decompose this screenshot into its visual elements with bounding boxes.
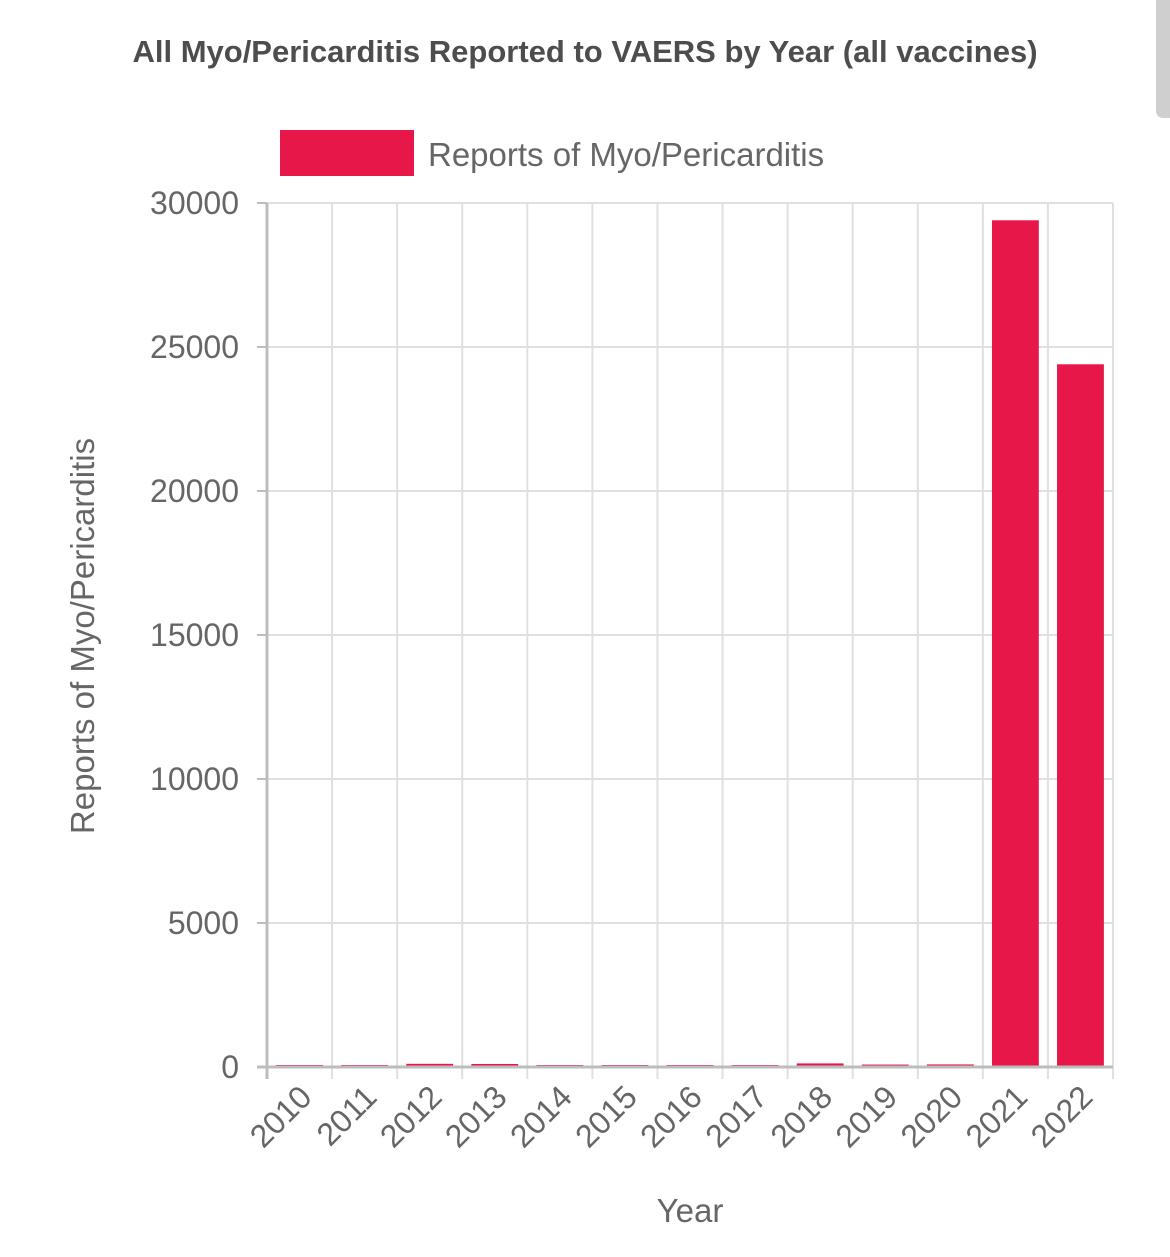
x-tick-label: 2012 xyxy=(373,1078,449,1154)
y-tick-label: 30000 xyxy=(150,185,239,221)
x-tick-label: 2022 xyxy=(1024,1078,1100,1154)
x-tick-label: 2019 xyxy=(828,1078,904,1154)
x-tick-label: 2018 xyxy=(763,1078,839,1154)
x-tick-label: 2014 xyxy=(503,1078,579,1154)
y-axis-ticks: 0 5000 10000 15000 20000 25000 30000 xyxy=(150,185,267,1085)
x-tick-label: 2013 xyxy=(438,1078,514,1154)
legend-swatch xyxy=(280,130,414,176)
bar-2022[interactable] xyxy=(1057,364,1104,1067)
legend-label: Reports of Myo/Pericarditis xyxy=(428,136,824,173)
x-axis-title: Year xyxy=(657,1192,724,1229)
y-tick-label: 10000 xyxy=(150,761,239,797)
y-axis-title: Reports of Myo/Pericarditis xyxy=(64,438,101,834)
axes xyxy=(257,203,1113,1079)
x-tick-label: 2017 xyxy=(698,1078,774,1154)
legend[interactable]: Reports of Myo/Pericarditis xyxy=(280,130,824,176)
x-axis-ticks: 2010201120122013201420152016201720182019… xyxy=(243,1078,1100,1154)
scrollbar-thumb[interactable] xyxy=(1156,0,1170,118)
y-tick-label: 0 xyxy=(221,1049,239,1085)
x-tick-label: 2015 xyxy=(568,1078,644,1154)
y-tick-label: 20000 xyxy=(150,473,239,509)
x-tick-label: 2010 xyxy=(243,1078,319,1154)
bar-2018[interactable] xyxy=(796,1063,844,1067)
x-tick-label: 2021 xyxy=(959,1078,1035,1154)
x-tick-label: 2016 xyxy=(633,1078,709,1154)
chart-title: All Myo/Pericarditis Reported to VAERS b… xyxy=(132,34,1037,69)
bar-2021[interactable] xyxy=(991,220,1039,1067)
x-tick-label: 2011 xyxy=(309,1078,383,1152)
gridlines xyxy=(267,202,1114,1079)
bars xyxy=(276,220,1104,1067)
y-tick-label: 5000 xyxy=(168,905,239,941)
y-tick-label: 15000 xyxy=(150,617,239,653)
y-tick-label: 25000 xyxy=(150,329,239,365)
x-tick-label: 2020 xyxy=(893,1078,969,1154)
bar-2012[interactable] xyxy=(406,1063,454,1067)
bar-2013[interactable] xyxy=(471,1063,519,1067)
